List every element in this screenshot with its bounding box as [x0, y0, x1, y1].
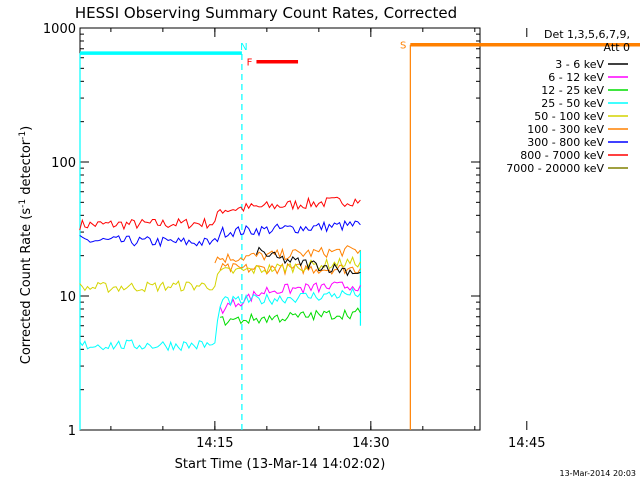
plot-frame — [79, 27, 481, 431]
svg-text:Corrected Count Rate (s-1 dete: Corrected Count Rate (s-1 detector-1) — [18, 126, 34, 364]
legend-label: 6 - 12 keV — [548, 71, 604, 84]
legend-label: 7000 - 20000 keV — [506, 162, 604, 175]
legend-label: 800 - 7000 keV — [520, 149, 604, 162]
legend-label: 12 - 25 keV — [541, 84, 604, 97]
x-axis-label: Start Time (13-Mar-14 14:02:02) — [175, 457, 386, 472]
flag-label: N — [240, 42, 247, 53]
legend-label: 50 - 100 keV — [534, 110, 604, 123]
rate-curve — [219, 262, 361, 276]
y-label-base: Corrected Count Rate (s — [19, 208, 34, 365]
rate-curve — [79, 219, 361, 248]
legend-label: 25 - 50 keV — [541, 97, 604, 110]
footer-date: 13-Mar-2014 20:03 — [560, 469, 637, 478]
rate-curve — [79, 287, 361, 352]
flag-label: S — [400, 41, 406, 52]
y-tick-label: 1 — [68, 424, 76, 439]
rate-curve — [214, 245, 361, 264]
y-label-end: ) — [19, 126, 34, 131]
y-axis-label: Corrected Count Rate (s-1 detector-1) — [18, 126, 34, 364]
flag-label: F — [247, 58, 253, 69]
legend-label: 100 - 300 keV — [527, 123, 604, 136]
x-tick-label: 14:15 — [196, 436, 233, 451]
y-label-mid: detector — [19, 139, 34, 199]
legend-header: Det 1,3,5,6,7,9, — [544, 28, 630, 41]
y-label-sup-2: -1 — [18, 131, 28, 140]
chart-title: HESSI Observing Summary Count Rates, Cor… — [75, 4, 457, 22]
rate-curve — [79, 196, 361, 231]
rate-curve — [79, 255, 361, 294]
y-label-sup-1: -1 — [18, 199, 28, 208]
rate-curve — [219, 307, 361, 327]
rate-curve — [255, 246, 361, 277]
plot-area: 110100100014:1514:3014:4515:0015:1515:30… — [43, 22, 640, 451]
y-tick-label: 10 — [59, 290, 76, 305]
legend-label: 3 - 6 keV — [555, 58, 604, 71]
legend-header: Att 0 — [604, 41, 630, 54]
x-tick-label: 14:30 — [352, 436, 389, 451]
y-tick-label: 100 — [51, 156, 76, 171]
legend-label: 300 - 800 keV — [527, 136, 604, 149]
y-tick-label: 1000 — [43, 22, 76, 37]
x-tick-label: 14:45 — [508, 436, 545, 451]
